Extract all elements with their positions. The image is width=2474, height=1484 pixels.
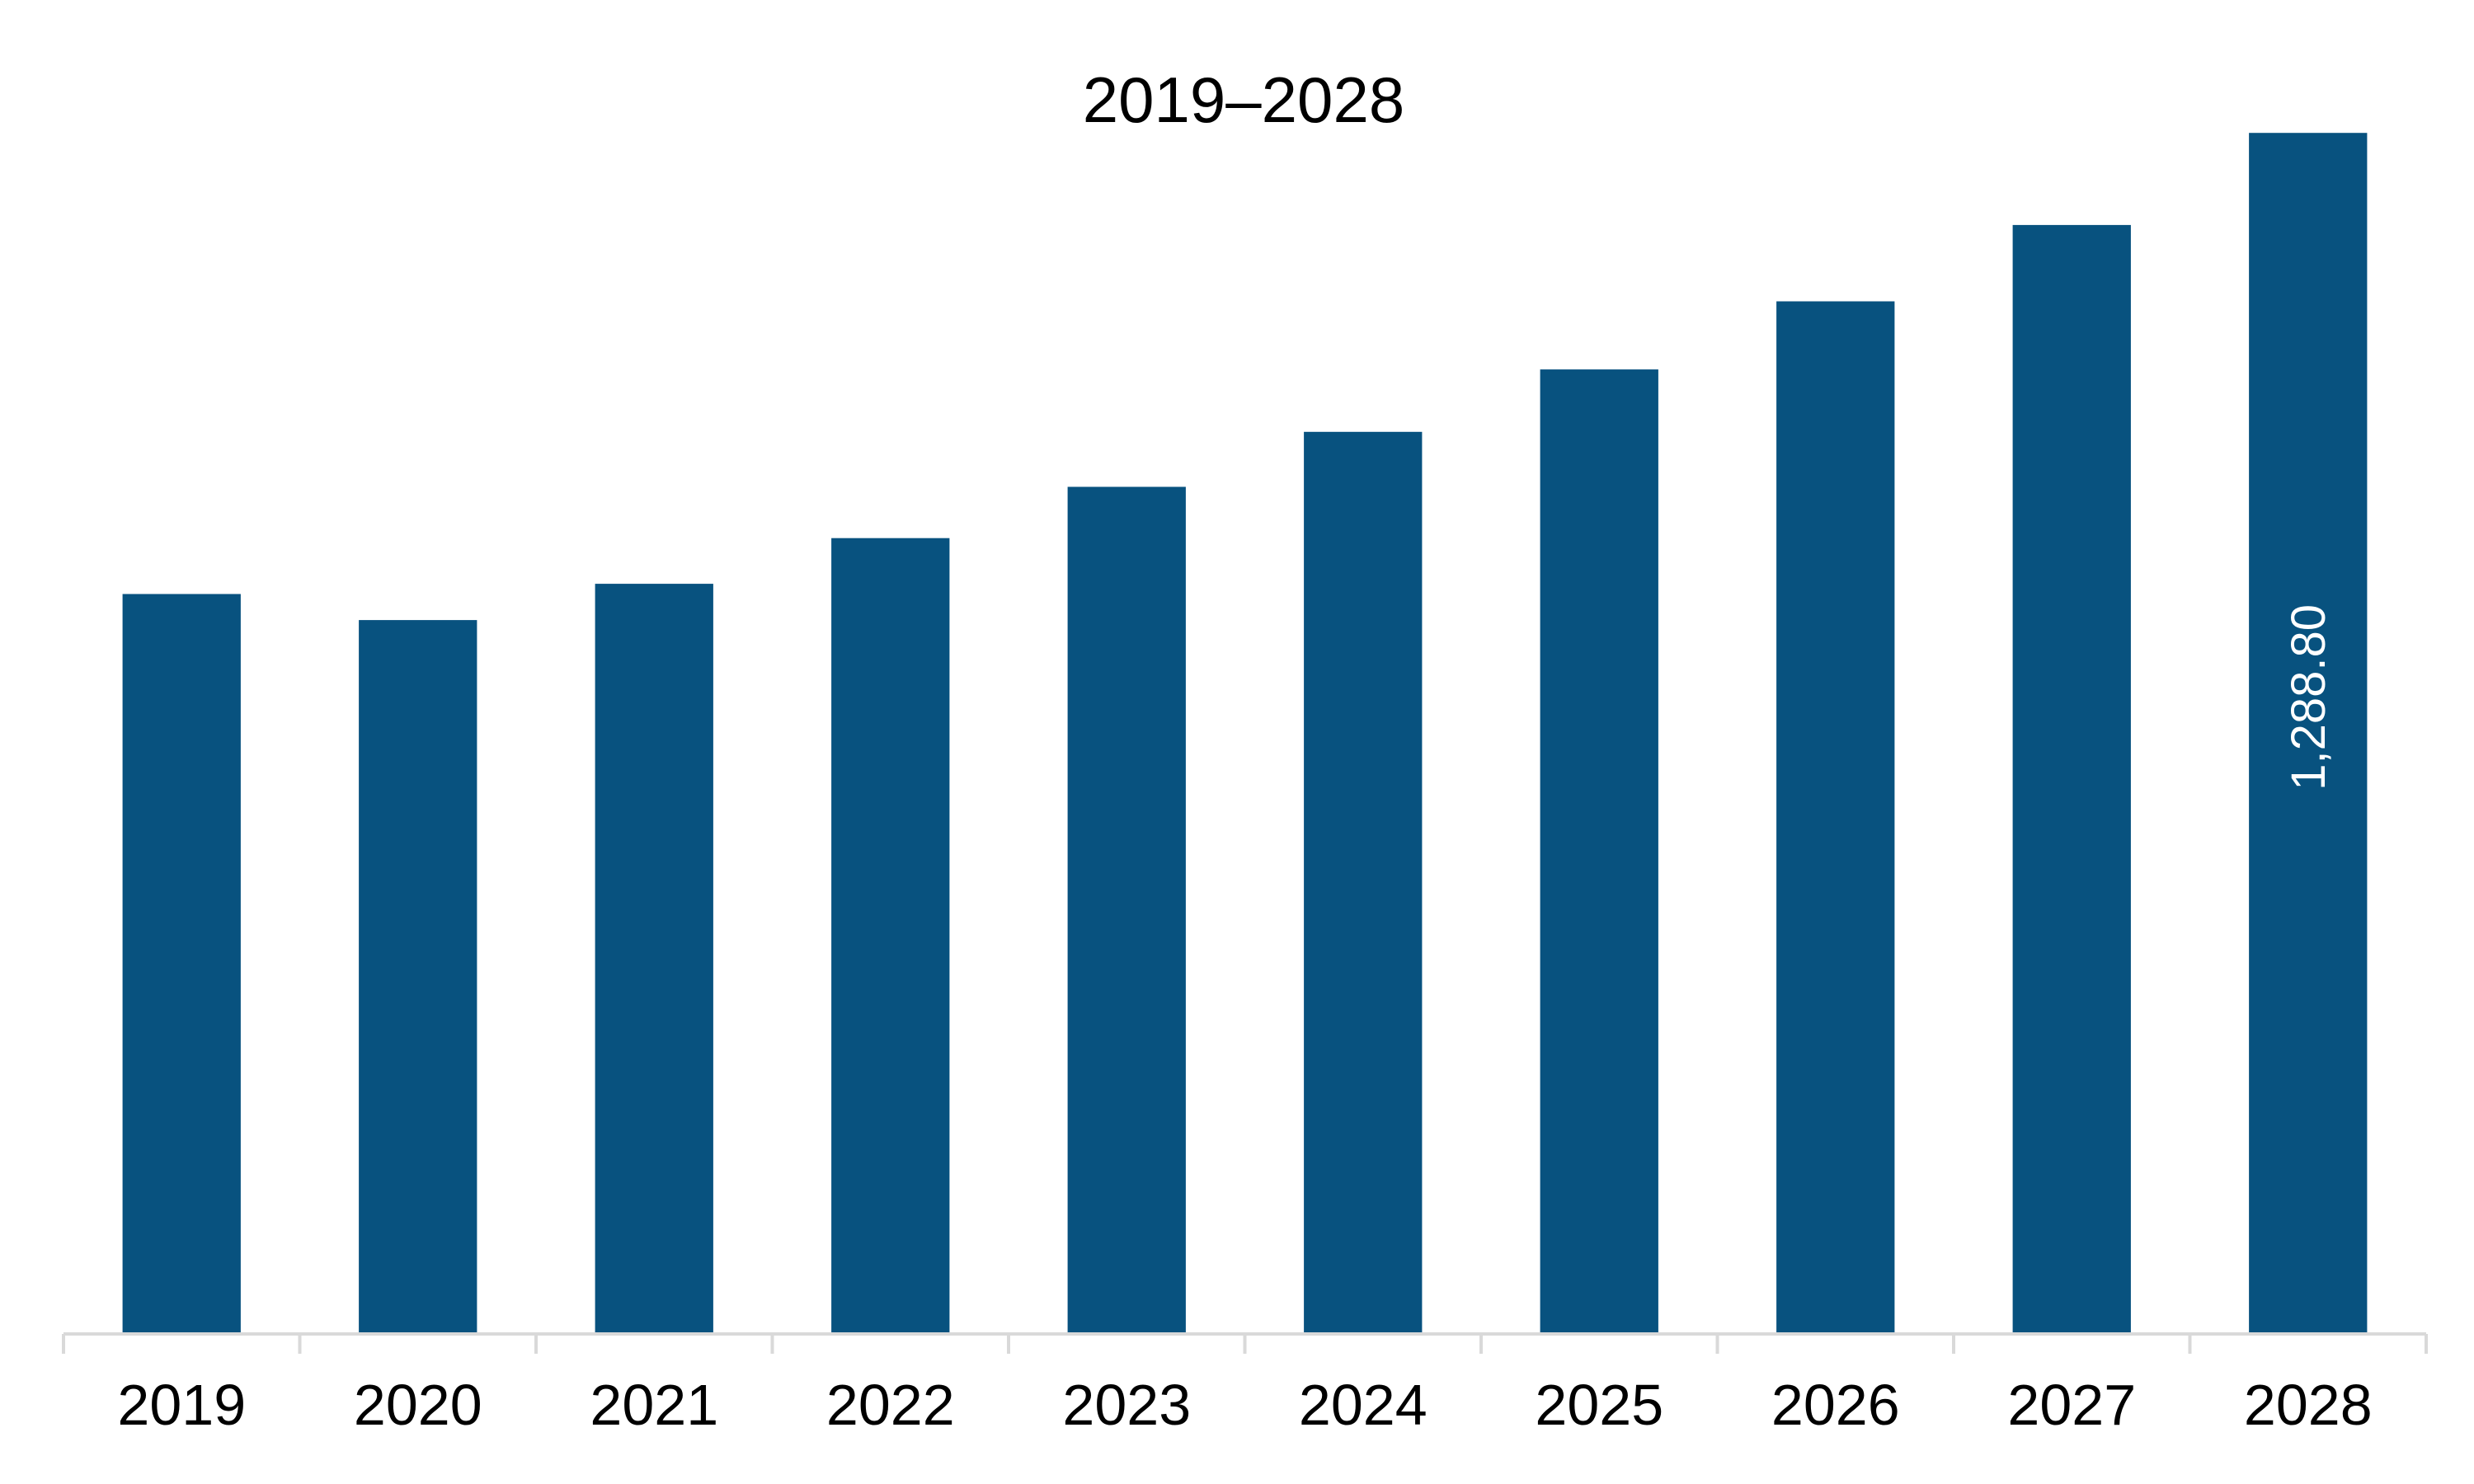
data-label-2028: 1,288.80 (2282, 604, 2335, 791)
tick-labels-group: 2019 2020 2021 2022 2023 2024 2025 2026 2027 2028 (117, 1373, 2372, 1437)
bar-2022 (831, 538, 950, 1334)
x-tick-label-2028: 2028 (2244, 1373, 2373, 1437)
bar-2021 (595, 584, 713, 1334)
x-tick-label-2025: 2025 (1535, 1373, 1663, 1437)
x-tick-label-2023: 2023 (1062, 1373, 1191, 1437)
bar-2019 (122, 594, 241, 1334)
x-tick-label-2027: 2027 (2007, 1373, 2136, 1437)
x-tick-label-2022: 2022 (826, 1373, 955, 1437)
x-tick-label-2020: 2020 (354, 1373, 482, 1437)
x-tick-label-2021: 2021 (590, 1373, 718, 1437)
bar-2020 (359, 620, 477, 1334)
bar-2028 (2249, 133, 2368, 1335)
bar-2027 (2012, 224, 2131, 1334)
x-axis (62, 1332, 2428, 1354)
x-tick-label-2019: 2019 (117, 1373, 246, 1437)
chart-title: 2019–2028 (1083, 63, 1404, 136)
x-tick-label-2024: 2024 (1299, 1373, 1427, 1437)
x-tick-label-2026: 2026 (1771, 1373, 1900, 1437)
bars-group: 1,288.80 (122, 133, 2368, 1335)
bar-2025 (1540, 369, 1658, 1335)
bar-2026 (1776, 301, 1895, 1334)
bar-2024 (1304, 431, 1423, 1334)
bar-2023 (1067, 486, 1186, 1334)
